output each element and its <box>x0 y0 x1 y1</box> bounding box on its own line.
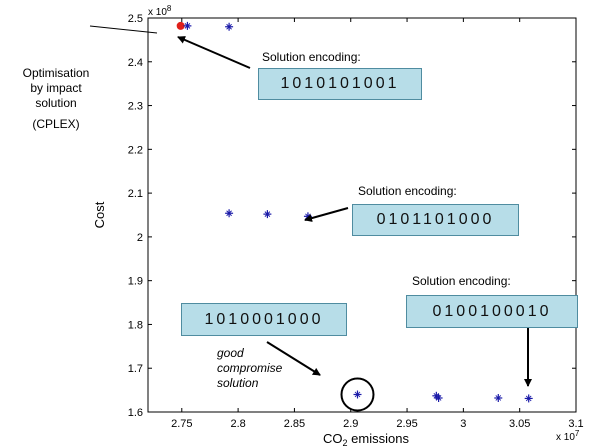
compromise-circle <box>340 377 375 412</box>
x-tick-label: 2.8 <box>230 418 245 430</box>
compromise-line3: solution <box>217 376 259 390</box>
connector-optimisation <box>89 25 158 34</box>
data-point <box>183 21 192 30</box>
arrows <box>89 25 532 387</box>
y-tick-label: 2.2 <box>128 144 143 156</box>
encoding-label-2: Solution encoding: <box>358 184 457 198</box>
x-multiplier-base: x 10 <box>556 432 575 443</box>
encoding-code-3: 0100100010 <box>432 302 552 320</box>
y-axis-label: Cost <box>92 201 107 228</box>
optimisation-line3: solution <box>35 96 77 110</box>
highlight-point <box>176 21 185 30</box>
point-marker-d2 <box>264 211 271 217</box>
y-multiplier-exp: 8 <box>167 4 172 13</box>
x-tick-label: 2.9 <box>343 418 358 430</box>
x-tick-label: 3 <box>460 418 466 430</box>
data-point <box>524 394 533 403</box>
optimisation-line2: by impact <box>30 81 82 95</box>
x-axis-label-sub: 2 <box>343 438 348 447</box>
y-tick-label: 1.9 <box>128 276 143 288</box>
x-tick-label: 3.05 <box>509 418 530 430</box>
point-marker-d2 <box>226 210 232 217</box>
cplex-label: (CPLEX) <box>32 117 80 131</box>
data-point <box>225 209 234 218</box>
x-axis-label: CO2 emissions <box>323 431 409 447</box>
compromise-annotation: good compromise solution <box>217 346 282 391</box>
point-marker-d2 <box>184 23 191 29</box>
data-point <box>353 390 362 399</box>
y-multiplier: x 108 <box>148 4 172 18</box>
x-axis-label-rest: emissions <box>348 431 410 446</box>
optimisation-line1: Optimisation <box>22 66 90 80</box>
x-tick-label: 3.1 <box>568 418 583 430</box>
y-tick-label: 2.4 <box>128 57 143 69</box>
encoding-code-1: 1010101001 <box>280 75 400 92</box>
x-tick-label: 2.75 <box>171 418 192 430</box>
x-multiplier: x 107 <box>556 429 580 443</box>
ticks: 2.75 2.8 2.85 2.9 2.95 3 3.05 3.1 1.6 1.7 1.8 1.9 2 2… <box>128 13 584 430</box>
compromise-line1: good <box>217 346 244 360</box>
encoding-box-2: 0101101000 <box>352 204 519 236</box>
y-tick-label: 2.5 <box>128 13 143 25</box>
point-marker-d2 <box>495 395 502 401</box>
data-point <box>434 393 443 402</box>
encoding-box-3: 0100100010 <box>406 295 578 328</box>
encoding-code-2: 0101101000 <box>376 211 495 228</box>
point-marker-d2 <box>525 395 532 402</box>
y-tick-label: 2.1 <box>128 188 143 200</box>
y-tick-label: 1.8 <box>128 319 143 331</box>
y-tick-label: 2 <box>137 232 143 244</box>
y-tick-label: 1.6 <box>128 407 143 419</box>
arrow-encoding-1 <box>177 36 251 69</box>
x-multiplier-exp: 7 <box>575 429 580 438</box>
y-tick-label: 1.7 <box>128 363 143 375</box>
data-point <box>263 210 272 219</box>
point-marker-d2 <box>435 395 442 401</box>
data-point <box>225 22 234 31</box>
y-multiplier-base: x 10 <box>148 7 167 18</box>
point-marker-d2 <box>226 23 232 30</box>
y-tick-label: 2.3 <box>128 101 143 113</box>
x-axis-label-main: CO <box>323 431 343 446</box>
optimisation-annotation: Optimisation by impact solution (CPLEX) <box>6 66 106 132</box>
compromise-code: 1010001000 <box>204 310 324 328</box>
compromise-line2: compromise <box>217 361 283 375</box>
arrow-compromise <box>266 341 321 376</box>
compromise-code-box: 1010001000 <box>181 303 347 336</box>
arrow-encoding-2 <box>304 207 349 222</box>
encoding-box-1: 1010101001 <box>258 68 422 100</box>
point-marker-d2 <box>354 391 361 398</box>
encoding-label-3: Solution encoding: <box>412 274 511 288</box>
encoding-label-1: Solution encoding: <box>262 50 361 64</box>
data-point <box>494 393 503 402</box>
x-tick-label: 2.85 <box>284 418 305 430</box>
x-tick-label: 2.95 <box>396 418 417 430</box>
